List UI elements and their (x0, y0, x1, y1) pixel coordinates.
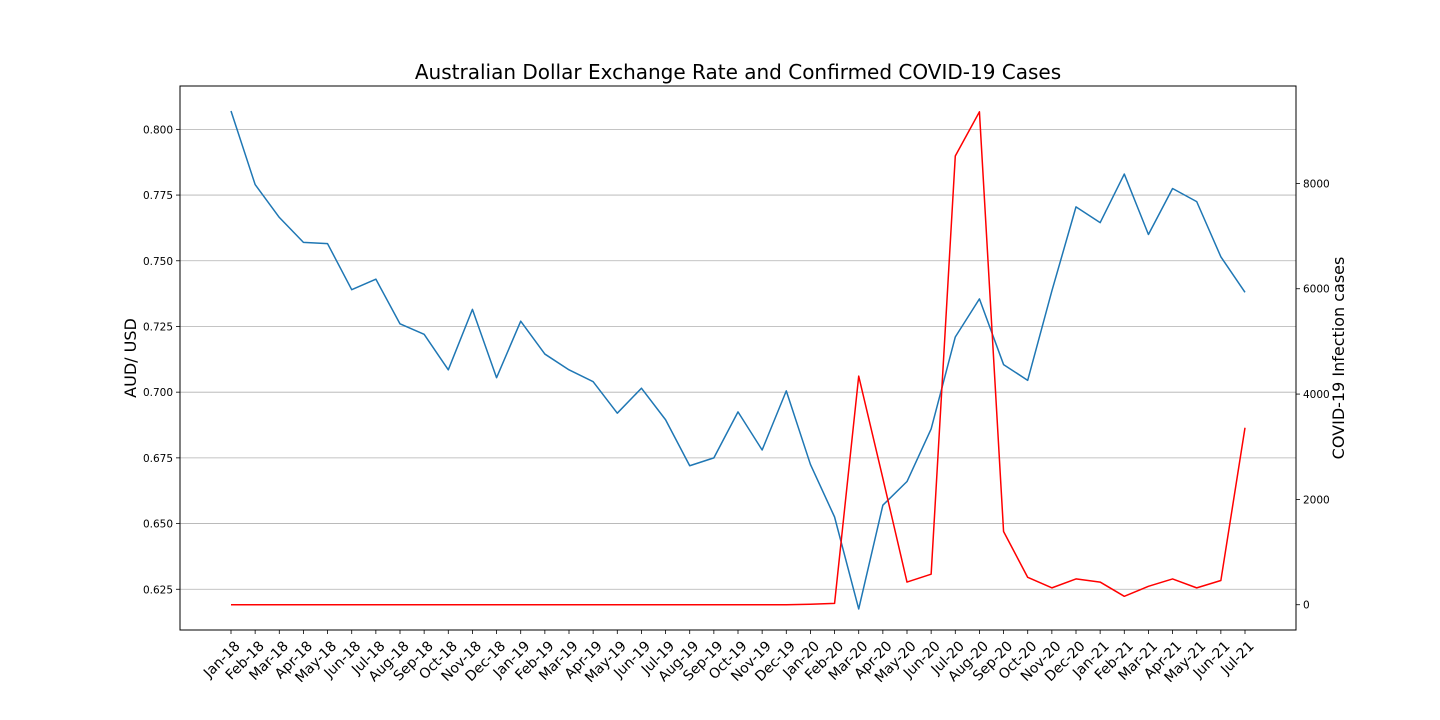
exchange-rate-line (230, 110, 1246, 610)
y-tick-label: 0.625 (143, 584, 173, 596)
right-axis-title: COVID-19 Infection cases (1329, 257, 1348, 460)
y2-tick-label: 6000 (1303, 284, 1330, 296)
y-tick-label: 0.800 (143, 124, 173, 136)
covid-cases-line (231, 111, 1246, 606)
x-axis-ticks: Jan-18Feb-18Mar-18Apr-18May-18Jun-18Jul-… (200, 630, 1258, 686)
chart-title: Australian Dollar Exchange Rate and Conf… (415, 60, 1061, 84)
y-tick-label: 0.650 (143, 519, 173, 531)
y2-tick-label: 2000 (1303, 494, 1330, 506)
left-axis-ticks: 0.625 0.650 0.675 0.700 0.725 0.750 0.775 0.800 (143, 124, 180, 596)
y-tick-label: 0.700 (143, 387, 173, 399)
y2-tick-label: 0 (1303, 600, 1310, 612)
y-tick-label: 0.675 (143, 453, 173, 465)
y2-tick-label: 8000 (1303, 178, 1330, 190)
left-axis-title: AUD/ USD (121, 318, 140, 398)
plot-frame (179, 85, 1297, 631)
right-axis-ticks: 0 2000 4000 6000 8000 (1296, 178, 1330, 612)
series-layer (230, 110, 1246, 610)
y-tick-label: 0.775 (143, 190, 173, 202)
gridlines (180, 128, 1296, 590)
y2-tick-label: 4000 (1303, 389, 1330, 401)
y-tick-label: 0.750 (143, 256, 173, 268)
y-tick-label: 0.725 (143, 321, 173, 333)
